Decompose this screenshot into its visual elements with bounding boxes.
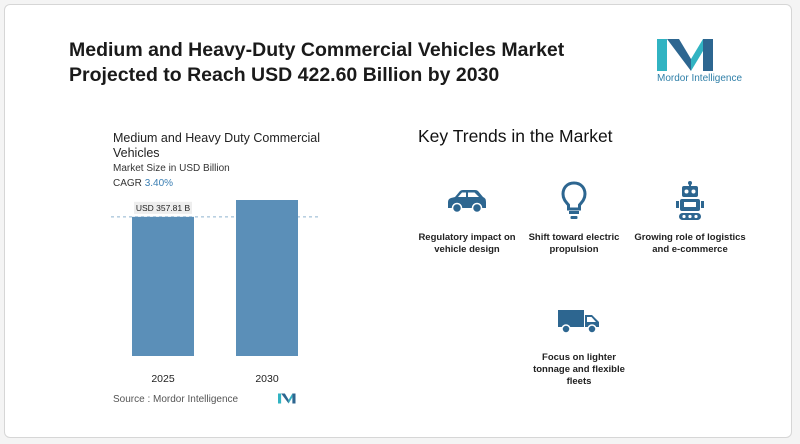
bar-2030	[236, 200, 298, 356]
trend-regulatory: Regulatory impact on vehicle design	[411, 181, 523, 256]
brand-logo: Mordor Intelligence	[657, 39, 743, 84]
trend-logistics: Growing role of logistics and e-commerce	[634, 181, 746, 256]
mordor-logo-icon	[657, 39, 713, 71]
source-note: Source : Mordor Intelligence	[113, 394, 239, 405]
bar-chart: USD 357.81 B2025USD 422.60 B2030	[111, 200, 321, 385]
logo-text: Mordor Intelligence	[657, 73, 743, 84]
trend-label: Focus on lighter tonnage and flexible fl…	[533, 352, 625, 387]
bar-2025	[132, 216, 194, 356]
light-bulb-icon	[561, 181, 587, 219]
cagr-value: 3.40%	[144, 178, 174, 189]
category-label-2025: 2025	[151, 373, 175, 385]
source-logo-icon	[278, 393, 296, 404]
trend-label: Regulatory impact on vehicle design	[418, 232, 516, 255]
trend-label: Growing role of logistics and e-commerce	[634, 232, 746, 255]
value-label-2025: USD 357.81 B	[134, 201, 192, 214]
robot-icon	[676, 181, 704, 220]
cagr: CAGR 3.40%	[113, 178, 173, 189]
truck-icon	[558, 310, 599, 334]
svg-text:USD 357.81 B: USD 357.81 B	[136, 203, 191, 213]
category-label-2030: 2030	[255, 373, 279, 385]
chart-subtitle: Market Size in USD Billion	[113, 163, 230, 174]
trend-electric: Shift toward electric propulsion	[518, 181, 630, 256]
cagr-label: CAGR	[113, 178, 142, 189]
trends-title: Key Trends in the Market	[418, 126, 613, 146]
trend-label: Shift toward electric propulsion	[528, 232, 620, 255]
chart-title: Medium and Heavy Duty Commercial Vehicle…	[113, 131, 321, 160]
headline: Medium and Heavy-Duty Commercial Vehicle…	[69, 39, 565, 86]
infographic-card: Medium and Heavy-Duty Commercial Vehicle…	[4, 4, 792, 438]
car-icon	[448, 190, 486, 214]
trend-fleets: Focus on lighter tonnage and flexible fl…	[523, 301, 635, 388]
